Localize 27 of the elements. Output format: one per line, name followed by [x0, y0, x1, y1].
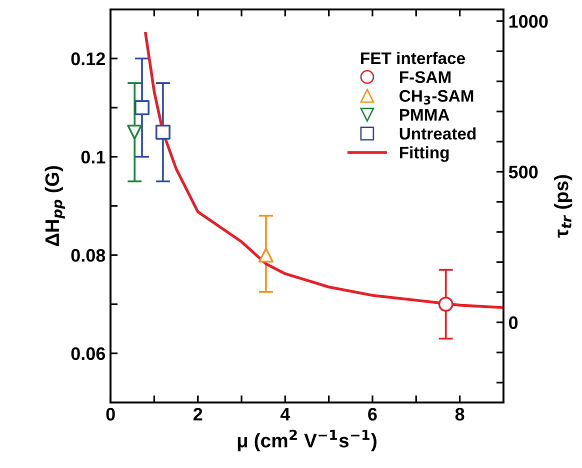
x-tick-label: 6: [368, 408, 377, 421]
x-tick-label: 8: [455, 408, 464, 421]
point: [127, 124, 142, 140]
point: [134, 100, 150, 116]
legend-label: F-SAM: [400, 71, 451, 83]
x-tick-label: 0: [106, 408, 115, 421]
y-tick-label: 0.1: [81, 150, 106, 164]
legend-label: Fitting: [400, 146, 449, 162]
legend-label: CH$_{3}$-SAM: [400, 90, 474, 105]
point: [438, 296, 454, 312]
legend-title: FET interface: [361, 52, 465, 64]
y2-axis-title: τ$_{tr}$ (ps): [554, 175, 572, 238]
x-tick-label: 2: [193, 408, 202, 420]
line-series: [144, 32, 504, 310]
legend-label: PMMA: [400, 109, 450, 121]
point: [155, 124, 170, 140]
y-tick-label: 0.12: [71, 52, 105, 66]
y2-tick-label: 500: [508, 166, 538, 178]
y-tick-label: 0.06: [71, 347, 106, 360]
point: [258, 248, 274, 263]
x-tick-label: 4: [280, 408, 290, 420]
legend-label: Untreated: [400, 127, 476, 140]
x-axis-title: μ (cm$^{2}$ V$^{−1}$s$^{−1}$): [238, 430, 376, 452]
y-axis-title: ΔH$_{pp}$ (G): [44, 166, 65, 246]
y2-tick-label: 1000: [509, 15, 548, 28]
y-tick-label: 0.08: [71, 248, 106, 262]
y2-tick-label: 0: [509, 316, 518, 330]
